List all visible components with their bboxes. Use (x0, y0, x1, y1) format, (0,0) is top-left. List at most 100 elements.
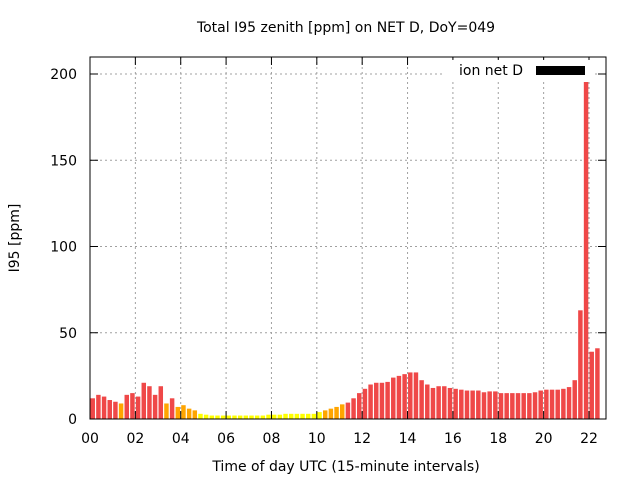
bar (186, 408, 192, 419)
bar (408, 372, 413, 419)
bar (538, 390, 543, 419)
y-tick-label: 200 (50, 67, 77, 83)
bar (464, 390, 470, 419)
bar (583, 74, 589, 419)
bar (374, 382, 379, 419)
bar (379, 382, 385, 419)
bar (345, 402, 351, 419)
bar (260, 415, 266, 419)
y-tick-label: 0 (68, 412, 77, 428)
bar (459, 389, 464, 419)
bar (158, 386, 164, 419)
bar (249, 415, 254, 419)
bar (169, 398, 175, 419)
bar (328, 408, 334, 419)
x-tick-label: 06 (217, 431, 235, 447)
bar (515, 393, 521, 419)
bar (141, 382, 147, 419)
bar (107, 400, 112, 419)
bar (334, 406, 339, 419)
bar (198, 413, 203, 419)
legend-label: ion net D (459, 63, 523, 79)
bar (283, 413, 288, 419)
bar (351, 398, 356, 419)
bar (311, 413, 317, 419)
y-tick-labels: 0 50 100 150 200 (50, 67, 77, 428)
bar (447, 387, 453, 419)
bar (226, 415, 232, 419)
bar (209, 415, 215, 419)
x-tick-label: 18 (489, 431, 507, 447)
bar (453, 388, 458, 419)
x-tick-labels: 00 02 04 06 08 10 12 14 16 18 20 22 (81, 431, 598, 447)
bar (549, 389, 555, 419)
y-tick-label: 100 (50, 240, 77, 256)
bar (164, 403, 169, 419)
axis-ticks (89, 57, 606, 420)
bar (493, 391, 498, 419)
bar (362, 388, 368, 419)
bar (294, 413, 300, 419)
bar (101, 396, 107, 419)
bar (566, 387, 572, 419)
bar (532, 392, 538, 419)
bar (181, 405, 186, 419)
bar (578, 310, 583, 419)
y-tick-label: 150 (50, 153, 77, 169)
bar (391, 377, 396, 419)
bar (589, 351, 594, 419)
bar (413, 372, 419, 419)
bar (152, 394, 158, 419)
bar (521, 393, 526, 419)
chart-title: Total I95 zenith [ppm] on NET D, DoY=049 (196, 20, 495, 36)
y-axis-label: I95 [ppm] (7, 204, 23, 273)
bar (442, 386, 447, 419)
bar (300, 413, 305, 419)
bar (572, 380, 577, 419)
bar (544, 389, 549, 419)
bar (595, 348, 600, 419)
x-tick-label: 22 (580, 431, 598, 447)
bar (147, 386, 152, 419)
legend-swatch (536, 66, 585, 75)
legend: ion net D (444, 60, 592, 82)
x-tick-label: 12 (353, 431, 371, 447)
bar (135, 396, 141, 419)
plot-frame (89, 56, 607, 420)
bar (254, 415, 260, 419)
bar (504, 393, 509, 419)
bar (124, 394, 129, 419)
bar (271, 414, 277, 419)
bar (396, 375, 402, 419)
bar (90, 398, 95, 419)
bar (266, 414, 271, 419)
x-tick-label: 16 (444, 431, 462, 447)
bar (130, 393, 135, 419)
bar (237, 415, 243, 419)
bar (498, 393, 504, 419)
bar (277, 414, 283, 419)
bar (215, 415, 220, 419)
bar (305, 413, 311, 419)
x-tick-label: 10 (308, 431, 326, 447)
bar (419, 380, 424, 419)
bar (481, 392, 487, 419)
bar (368, 384, 373, 419)
bar (220, 415, 226, 419)
bar (96, 394, 101, 419)
bar (340, 404, 345, 419)
x-tick-label: 20 (535, 431, 553, 447)
bar (470, 390, 475, 419)
x-tick-label: 02 (126, 431, 144, 447)
bar (175, 406, 181, 419)
bar (243, 415, 249, 419)
bar (561, 388, 566, 419)
bar (317, 412, 322, 419)
bar (203, 414, 209, 419)
x-tick-label: 04 (172, 431, 190, 447)
bar (357, 393, 362, 419)
x-tick-label: 14 (399, 431, 417, 447)
bar (385, 381, 390, 419)
bar (322, 410, 328, 419)
